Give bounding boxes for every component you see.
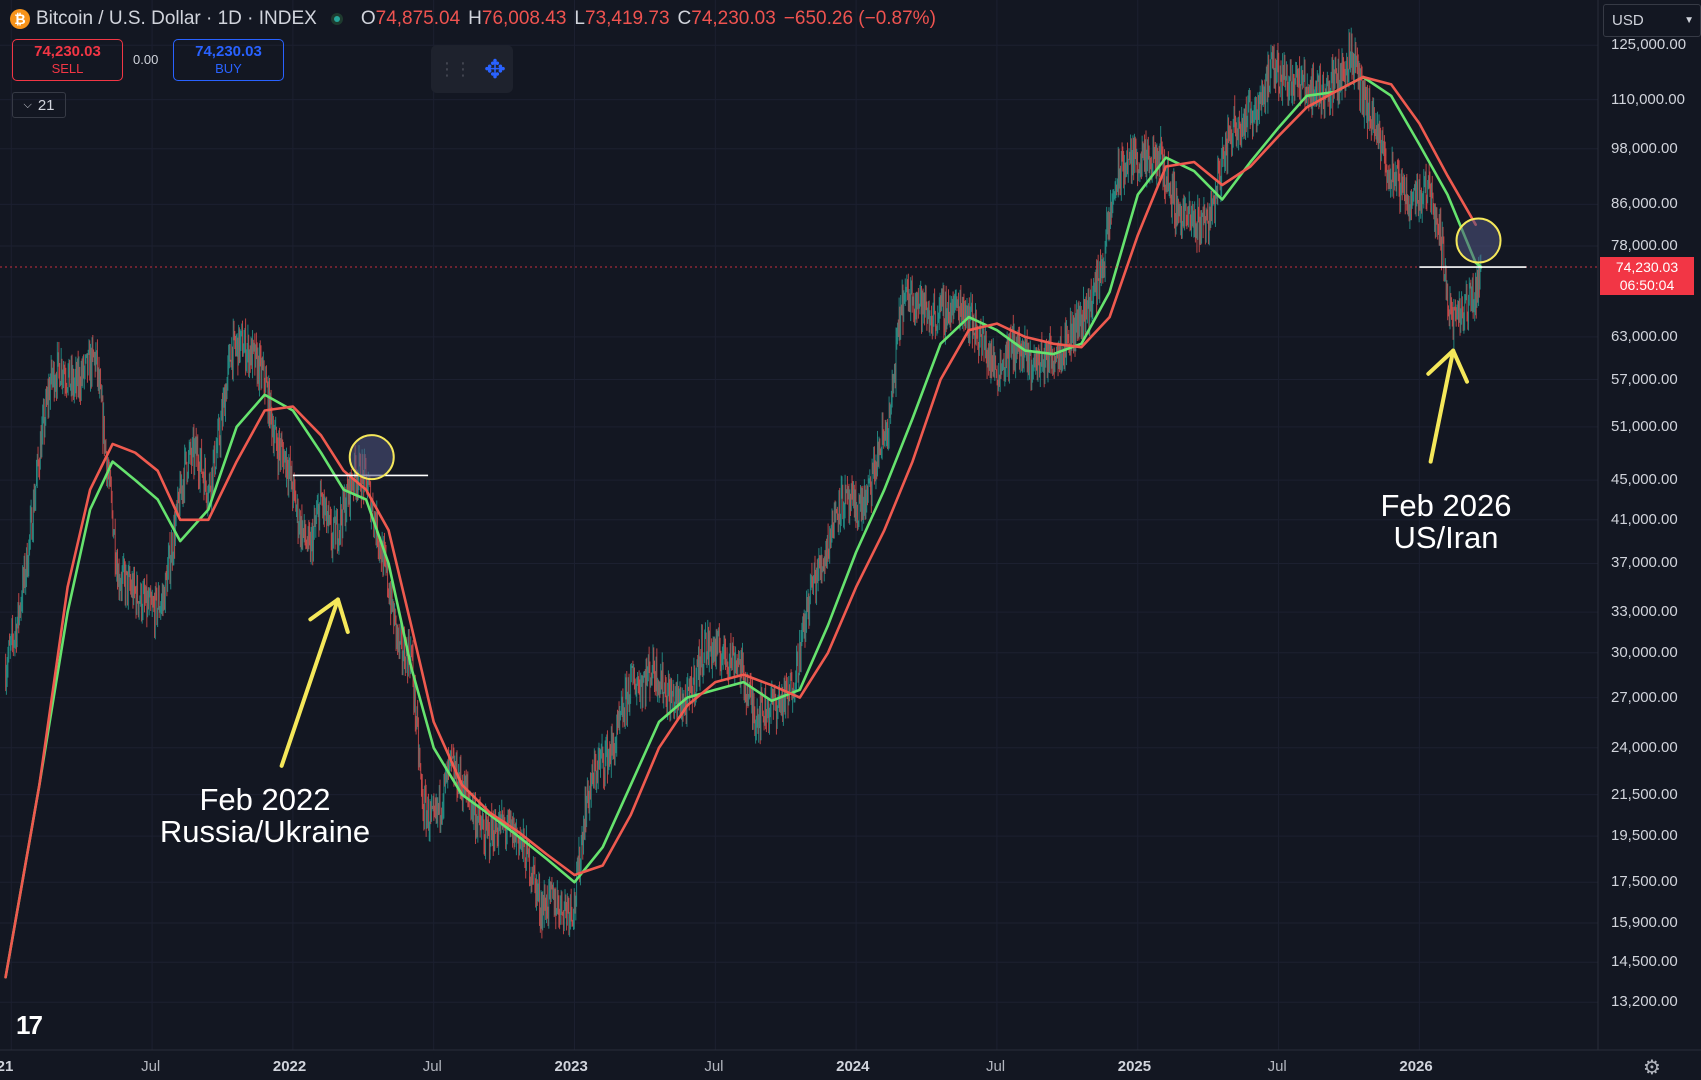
high-key: H bbox=[468, 8, 482, 29]
chevron-down-icon: ▼ bbox=[1684, 15, 1694, 26]
price-tick-label: 63,000.00 bbox=[1611, 327, 1678, 345]
annotation-feb-2022: Feb 2022 Russia/Ukraine bbox=[140, 784, 390, 848]
price-tick-label: 37,000.00 bbox=[1611, 554, 1678, 572]
chevron-down-icon: ⌵ bbox=[23, 98, 32, 111]
time-tick-label: Jul bbox=[1267, 1058, 1287, 1075]
time-tick-label: 2024 bbox=[836, 1058, 870, 1075]
sell-button[interactable]: 74,230.03 SELL bbox=[12, 39, 123, 81]
annotation-event: Russia/Ukraine bbox=[159, 814, 371, 849]
price-tick-label: 27,000.00 bbox=[1611, 688, 1678, 706]
crosshair-icon[interactable]: ✥ bbox=[484, 53, 506, 84]
high-value: 76,008.43 bbox=[481, 8, 567, 29]
currency-selector[interactable]: USD ▼ bbox=[1603, 4, 1701, 37]
low-value: 73,419.73 bbox=[585, 8, 670, 29]
time-tick-label: Jul bbox=[422, 1058, 442, 1075]
annotation-arrowhead bbox=[308, 597, 350, 635]
currency-label: USD bbox=[1612, 12, 1644, 29]
price-tick-label: 33,000.00 bbox=[1611, 603, 1678, 621]
floating-toolbar[interactable]: ⋮⋮ ✥ bbox=[431, 45, 513, 93]
time-tick-label: Jul bbox=[141, 1058, 161, 1075]
tradingview-logo-icon[interactable]: 17 bbox=[16, 1010, 43, 1040]
price-tick-label: 110,000.00 bbox=[1611, 90, 1685, 108]
symbol-header: ₿ Bitcoin / U.S. Dollar · 1D · INDEX O 74… bbox=[10, 6, 936, 32]
symbol-title[interactable]: Bitcoin / U.S. Dollar · 1D · INDEX bbox=[36, 8, 317, 29]
price-tick-label: 15,900.00 bbox=[1611, 914, 1678, 932]
time-tick-label: Jul bbox=[985, 1058, 1006, 1075]
price-candles bbox=[5, 27, 1482, 939]
moving-averages bbox=[4, 75, 1483, 979]
price-tick-label: 41,000.00 bbox=[1611, 510, 1678, 528]
price-tick-label: 21,500.00 bbox=[1611, 785, 1678, 803]
ma-slow-line bbox=[4, 75, 1477, 979]
highlight-circle bbox=[1455, 217, 1502, 264]
sell-price: 74,230.03 bbox=[34, 43, 101, 60]
annotation-drawings bbox=[0, 217, 1598, 768]
annotation-date: Feb 2026 bbox=[1380, 488, 1512, 523]
price-tick-label: 125,000.00 bbox=[1611, 36, 1687, 54]
spread-value: 0.00 bbox=[133, 52, 159, 67]
highlight-circle bbox=[348, 434, 395, 481]
time-tick-label: 2022 bbox=[272, 1058, 307, 1075]
buy-price: 74,230.03 bbox=[195, 43, 262, 60]
time-tick-label: 2021 bbox=[0, 1058, 14, 1075]
last-price: 74,230.03 bbox=[1615, 259, 1679, 276]
time-tick-label: 2023 bbox=[554, 1058, 588, 1075]
sell-label: SELL bbox=[51, 61, 84, 76]
close-value: 74,230.03 bbox=[691, 8, 776, 29]
price-tick-label: 19,500.00 bbox=[1611, 827, 1678, 845]
buy-label: BUY bbox=[215, 61, 242, 76]
buy-button[interactable]: 74,230.03 BUY bbox=[173, 39, 284, 81]
open-value: 74,875.04 bbox=[375, 8, 461, 29]
price-tick-label: 14,500.00 bbox=[1611, 953, 1678, 971]
annotation-event: US/Iran bbox=[1393, 520, 1499, 555]
indicators-count: 21 bbox=[37, 96, 55, 114]
price-tick-label: 51,000.00 bbox=[1611, 417, 1678, 435]
annotation-arrow bbox=[1428, 348, 1456, 464]
price-tick-label: 30,000.00 bbox=[1611, 643, 1678, 661]
indicators-toggle[interactable]: ⌵ 21 bbox=[12, 92, 66, 118]
price-tick-label: 78,000.00 bbox=[1611, 236, 1678, 254]
low-key: L bbox=[574, 8, 585, 29]
price-tick-label: 13,200.00 bbox=[1611, 993, 1678, 1011]
time-tick-label: 2026 bbox=[1399, 1058, 1433, 1075]
bar-countdown: 06:50:04 bbox=[1619, 277, 1675, 294]
price-tick-label: 17,500.00 bbox=[1611, 873, 1678, 891]
annotation-date: Feb 2022 bbox=[199, 782, 331, 817]
time-tick-label: Jul bbox=[704, 1058, 724, 1075]
change-value: −650.26 (−0.87%) bbox=[783, 8, 936, 29]
price-tick-label: 86,000.00 bbox=[1611, 195, 1678, 213]
price-tick-label: 98,000.00 bbox=[1611, 139, 1678, 157]
annotation-arrow bbox=[279, 597, 340, 768]
price-tick-label: 24,000.00 bbox=[1611, 738, 1678, 756]
last-price-tag: 74,230.03 06:50:04 bbox=[1600, 257, 1694, 296]
annotation-arrowhead bbox=[1426, 348, 1470, 384]
price-tick-label: 45,000.00 bbox=[1611, 471, 1678, 489]
open-key: O bbox=[360, 8, 376, 29]
annotation-feb-2026: Feb 2026 US/Iran bbox=[1346, 490, 1546, 554]
bitcoin-logo-icon: ₿ bbox=[10, 9, 30, 29]
drag-handle-icon[interactable]: ⋮⋮ bbox=[438, 58, 472, 79]
time-tick-label: 2025 bbox=[1117, 1058, 1152, 1075]
price-tick-label: 57,000.00 bbox=[1611, 370, 1678, 388]
close-key: C bbox=[677, 8, 692, 29]
gear-icon[interactable]: ⚙ bbox=[1643, 1057, 1661, 1079]
market-status-icon[interactable] bbox=[330, 13, 343, 25]
